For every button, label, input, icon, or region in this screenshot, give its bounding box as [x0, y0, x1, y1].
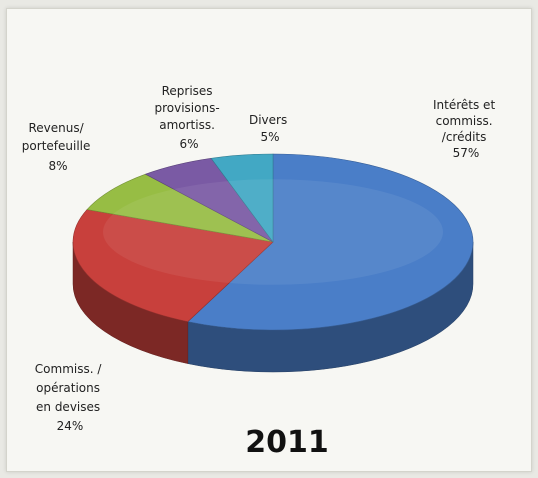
label-interets-line1: Intérêts et	[433, 98, 495, 112]
chart-title-year: 2011	[245, 425, 329, 460]
pie-slice-1	[72, 209, 274, 322]
label-revenus-percent: 8%	[48, 159, 67, 173]
pie-slice-2	[86, 173, 274, 243]
label-reprises-line2: provisions-	[154, 101, 219, 115]
label-devises-percent: 24%	[57, 419, 84, 433]
label-revenus-line1: Revenus/	[29, 121, 85, 135]
label-revenus-line2: portefeuille	[22, 139, 91, 153]
label-reprises-line1: Reprises	[162, 84, 213, 98]
label-devises-line3: en devises	[36, 400, 100, 414]
pie-slice-0	[187, 153, 474, 331]
label-interets-percent: 57%	[453, 146, 480, 160]
label-interets-line2: commiss.	[436, 114, 493, 128]
pie-highlight	[103, 179, 443, 285]
label-reprises-line3: amortiss.	[159, 118, 215, 132]
label-commiss-devises: Commiss. / opérations en devises 24%	[35, 362, 105, 433]
label-revenus: Revenus/ portefeuille 8%	[22, 121, 94, 173]
label-reprises-percent: 6%	[179, 137, 198, 151]
label-divers-line1: Divers	[249, 113, 287, 127]
label-reprises: Reprises provisions- amortiss. 6%	[154, 84, 223, 151]
label-devises-line1: Commiss. /	[35, 362, 103, 376]
label-divers: Divers 5%	[249, 113, 291, 144]
label-interets: Intérêts et commiss. /crédits 57%	[433, 98, 499, 160]
pie-slice-4	[210, 153, 274, 243]
label-interets-line3: /crédits	[442, 130, 487, 144]
label-divers-percent: 5%	[260, 130, 279, 144]
label-devises-line2: opérations	[36, 381, 100, 395]
